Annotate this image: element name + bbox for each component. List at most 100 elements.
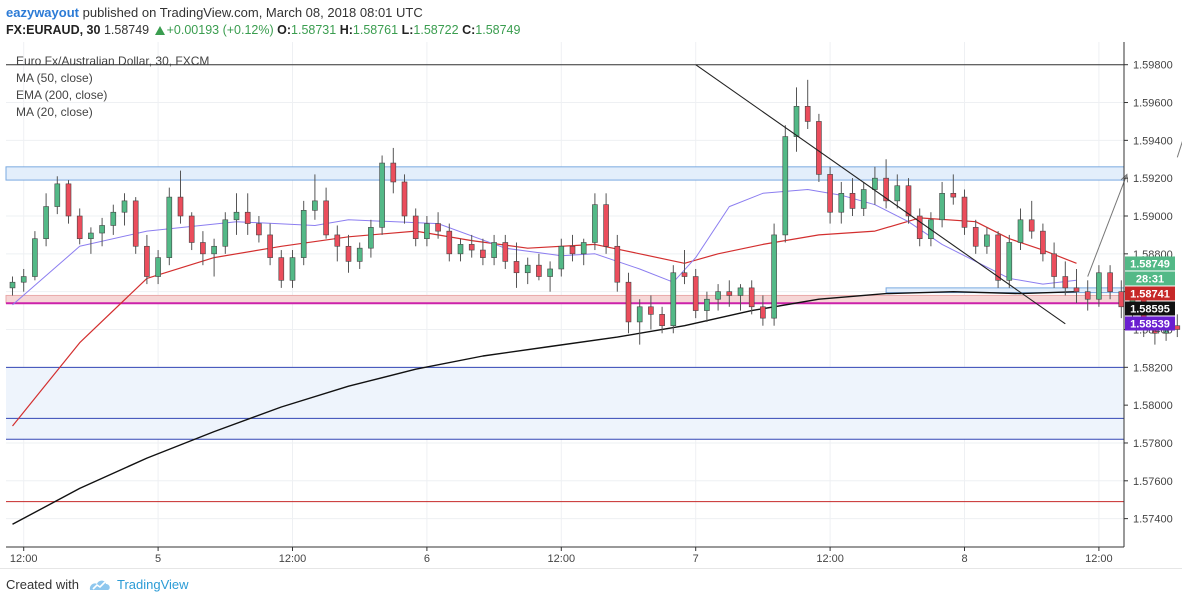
candle[interactable] — [267, 223, 273, 266]
candle[interactable] — [536, 253, 542, 281]
candle[interactable] — [1174, 314, 1181, 338]
candle[interactable] — [771, 223, 777, 326]
candle[interactable] — [412, 208, 419, 247]
candle[interactable] — [88, 227, 94, 254]
candle[interactable] — [569, 234, 576, 262]
candle[interactable] — [804, 79, 811, 130]
candle[interactable] — [256, 216, 262, 243]
candle[interactable] — [278, 250, 285, 288]
candle[interactable] — [54, 176, 61, 215]
candle[interactable] — [524, 257, 531, 285]
candle[interactable] — [513, 242, 520, 288]
candle[interactable] — [748, 280, 755, 315]
candle[interactable] — [1051, 242, 1057, 288]
candle[interactable] — [760, 295, 766, 326]
price-label[interactable]: 1.58749 — [1125, 256, 1175, 271]
candle[interactable] — [65, 180, 72, 224]
tradingview-logo-icon[interactable] — [88, 576, 112, 594]
candle[interactable] — [715, 284, 721, 311]
candle[interactable] — [704, 291, 710, 322]
candle[interactable] — [580, 238, 587, 266]
projection-arrow[interactable] — [1176, 42, 1182, 158]
candle[interactable] — [144, 234, 150, 285]
candle[interactable] — [961, 189, 968, 235]
price-label[interactable]: 1.58595 — [1125, 301, 1175, 316]
legend-ema200[interactable]: EMA (200, close) — [16, 88, 107, 102]
candle[interactable] — [323, 187, 329, 239]
candle[interactable] — [188, 212, 195, 251]
price-label[interactable]: 28:31 — [1125, 271, 1175, 286]
candle[interactable] — [625, 272, 632, 334]
candle[interactable] — [1006, 234, 1013, 288]
candle[interactable] — [726, 280, 733, 307]
candle[interactable] — [200, 231, 206, 266]
candle[interactable] — [379, 155, 385, 235]
candle[interactable] — [446, 223, 453, 262]
candle[interactable] — [491, 234, 497, 266]
candle[interactable] — [603, 193, 609, 254]
candle[interactable] — [166, 187, 173, 266]
candle[interactable] — [670, 265, 677, 334]
candle[interactable] — [99, 217, 105, 247]
candle[interactable] — [9, 276, 16, 296]
candle[interactable] — [110, 204, 117, 235]
candle[interactable] — [43, 193, 49, 247]
trendline[interactable] — [695, 64, 1066, 325]
candle[interactable] — [883, 159, 889, 209]
candle[interactable] — [390, 147, 397, 194]
candle[interactable] — [233, 193, 240, 235]
author-link[interactable]: eazywayout — [6, 5, 79, 20]
candle[interactable] — [1073, 268, 1080, 304]
price-label[interactable]: 1.58539 — [1125, 316, 1175, 331]
candle[interactable] — [480, 238, 486, 266]
candle[interactable] — [177, 170, 184, 224]
candle[interactable] — [972, 219, 979, 254]
candle[interactable] — [894, 174, 901, 209]
candle[interactable] — [939, 181, 945, 228]
tradingview-brand-link[interactable]: TradingView — [117, 577, 189, 592]
candle[interactable] — [782, 125, 789, 243]
candle[interactable] — [692, 268, 699, 319]
candle[interactable] — [468, 234, 475, 258]
candle[interactable] — [334, 225, 341, 262]
candle[interactable] — [614, 234, 621, 292]
candle[interactable] — [816, 113, 822, 182]
candle[interactable] — [872, 166, 878, 205]
candle[interactable] — [547, 261, 553, 292]
candle[interactable] — [681, 250, 688, 285]
ma50-line[interactable] — [12, 217, 1077, 427]
candle[interactable] — [558, 238, 565, 277]
candle[interactable] — [345, 234, 352, 273]
candle[interactable] — [435, 212, 441, 239]
candle[interactable] — [984, 227, 990, 254]
candle[interactable] — [32, 231, 38, 281]
legend-ma20[interactable]: MA (20, close) — [16, 105, 93, 119]
ema200-line[interactable] — [12, 291, 1077, 525]
legend-ma50[interactable]: MA (50, close) — [16, 71, 93, 85]
candle[interactable] — [457, 238, 464, 262]
candle[interactable] — [1096, 265, 1102, 307]
price-label[interactable]: 1.58741 — [1125, 286, 1175, 301]
candle[interactable] — [76, 208, 83, 245]
candle[interactable] — [300, 200, 307, 266]
candle[interactable] — [211, 238, 217, 277]
candle[interactable] — [1084, 280, 1091, 311]
candle[interactable] — [244, 193, 251, 235]
candle[interactable] — [636, 299, 643, 345]
candle[interactable] — [737, 284, 744, 311]
candle[interactable] — [20, 268, 27, 292]
candle[interactable] — [793, 87, 800, 152]
candle[interactable] — [827, 166, 833, 224]
candle[interactable] — [838, 181, 845, 224]
candle[interactable] — [916, 208, 923, 247]
candle[interactable] — [222, 212, 229, 254]
candle[interactable] — [368, 219, 374, 258]
candle[interactable] — [356, 242, 363, 269]
candle[interactable] — [1107, 265, 1113, 300]
symbol-label[interactable]: FX:EURAUD, 30 — [6, 23, 101, 37]
candle[interactable] — [995, 231, 1001, 288]
candle[interactable] — [132, 197, 139, 254]
candle[interactable] — [1017, 208, 1024, 251]
candle[interactable] — [401, 174, 408, 224]
projection-arrow[interactable] — [1087, 174, 1128, 277]
